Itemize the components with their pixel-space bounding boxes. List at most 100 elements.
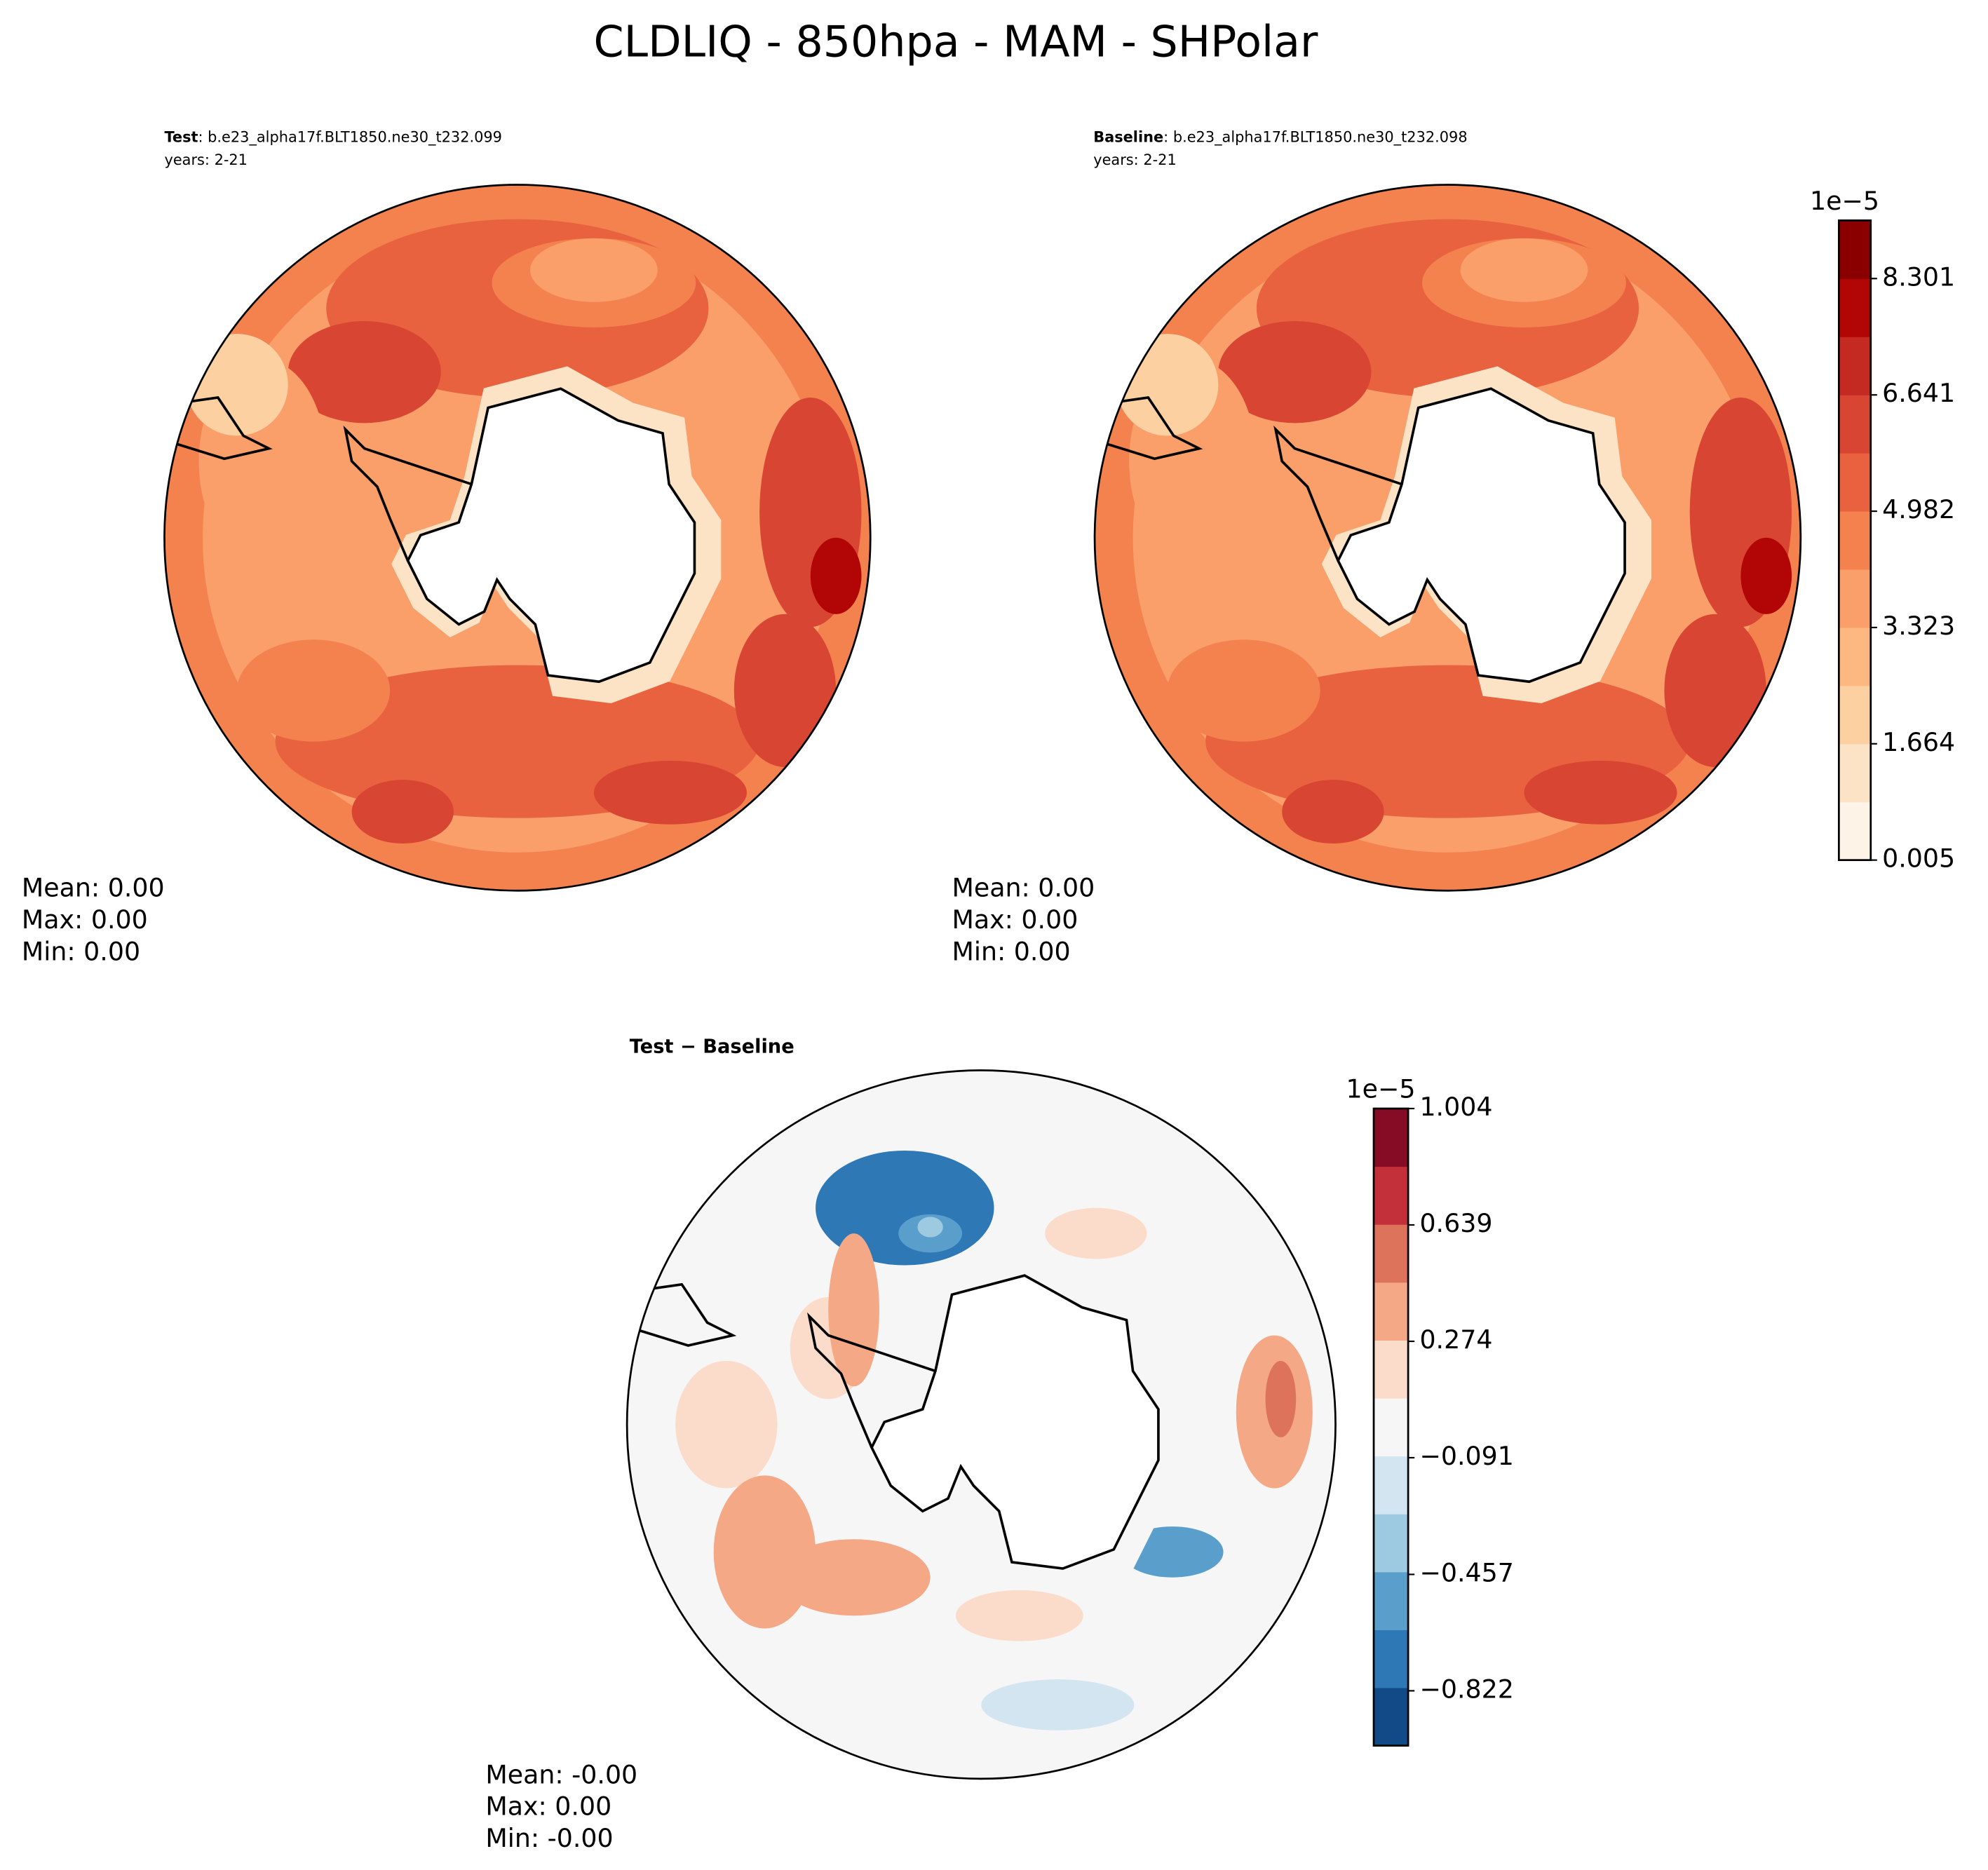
south-america (634, 1282, 737, 1347)
colorbar-band (1374, 1166, 1409, 1225)
colorbar-tick-label: 8.301 (1882, 262, 1955, 292)
colorbar-tick-label: 1.664 (1882, 727, 1955, 757)
colorbar-band (1374, 1456, 1409, 1515)
colorbar-tick-label: −0.822 (1419, 1674, 1513, 1704)
contour-patch (1045, 1207, 1147, 1259)
colorbar-frame (1372, 1107, 1409, 1747)
south-america (170, 396, 273, 461)
colorbar-tick-label: 3.323 (1882, 611, 1955, 641)
contour-patch (288, 320, 441, 424)
panel-label: Test − Baseline (630, 1036, 794, 1057)
contour-patch (1116, 334, 1219, 436)
colorbar-band (1839, 278, 1871, 337)
map-panel: Baseline: b.e23_alpha17f.BLT1850.ne30_t2… (952, 128, 1802, 966)
contour-patch (777, 1539, 931, 1616)
panel-label: Baseline (1093, 128, 1163, 145)
contour-patch (810, 537, 862, 614)
peninsula (807, 1312, 936, 1449)
colorbar-tick-label: 0.639 (1419, 1208, 1492, 1238)
colorbar-band (1374, 1109, 1409, 1167)
panel-stat: Max: 0.00 (485, 1791, 611, 1822)
contour-patch (733, 614, 837, 767)
panel-stat: Min: 0.00 (952, 936, 1071, 966)
contour-patch (593, 760, 747, 825)
contour-patch (1740, 537, 1792, 614)
contour-patch (981, 1679, 1135, 1730)
colorbar-band (1374, 1340, 1409, 1399)
panel-stat: Mean: 0.00 (952, 872, 1095, 902)
contour-field (1095, 184, 1801, 891)
colorbar-frame (1837, 219, 1872, 862)
antarctica (870, 1274, 1160, 1570)
panel-stat: Max: 0.00 (952, 904, 1078, 935)
contour-patch (237, 639, 391, 742)
colorbar-tick-label: 1.004 (1419, 1092, 1492, 1122)
contour-patch (1524, 760, 1677, 825)
panel-stat: Min: 0.00 (22, 936, 140, 966)
contour-field (164, 184, 871, 891)
case-name: : b.e23_alpha17f.BLT1850.ne30_t232.099 (198, 128, 501, 145)
panel-stat: Min: -0.00 (485, 1823, 613, 1853)
peninsula (343, 425, 473, 562)
colorbar-band (1374, 1282, 1409, 1341)
contour-patch (917, 1217, 943, 1238)
contour-patch (675, 1360, 778, 1489)
colorbar-band (1839, 627, 1871, 686)
colorbar-band (1839, 511, 1871, 570)
contour-patch (828, 1233, 879, 1387)
contour-patch (530, 238, 658, 302)
contour-patch (1218, 320, 1372, 424)
contour-patch (186, 334, 288, 436)
colorbar-tick-label: 6.641 (1882, 378, 1955, 408)
colorbar-tick-label: 4.982 (1882, 494, 1955, 524)
colorbar-tick-label: −0.091 (1419, 1441, 1513, 1471)
case-name: : b.e23_alpha17f.BLT1850.ne30_t232.098 (1163, 128, 1467, 145)
panel-stat: Mean: -0.00 (485, 1759, 637, 1789)
colorbar-band (1839, 743, 1871, 803)
contour-patch (1167, 639, 1320, 742)
colorbar-band (1374, 1571, 1409, 1630)
panel-stat: Max: 0.00 (22, 904, 148, 935)
colorbar-band (1839, 453, 1871, 512)
map-boundary (163, 184, 872, 892)
colorbar-band (1839, 801, 1871, 861)
contour-patch (955, 1590, 1083, 1641)
contour-patch (1265, 1360, 1297, 1437)
contour-patch (713, 1475, 816, 1629)
colorbar-band (1374, 1514, 1409, 1573)
south-america (1100, 396, 1203, 461)
colorbar-band (1374, 1398, 1409, 1457)
colorbar-band (1839, 685, 1871, 745)
colorbar-band (1839, 569, 1871, 628)
peninsula (1273, 425, 1402, 562)
contour-patch (1664, 614, 1766, 767)
panel-label: Test (164, 128, 198, 145)
antarctica (1337, 387, 1626, 684)
colorbar: 0.005 1.664 3.323 4.982 6.641 8.301 1e−5 (1810, 186, 1955, 874)
colorbar-band (1839, 395, 1871, 454)
colorbar-band (1374, 1688, 1409, 1747)
colorbar-band (1374, 1224, 1409, 1283)
colorbar-tick-label: 0.005 (1882, 843, 1955, 874)
figure-title: CLDLIQ - 850hpa - MAM - SHPolar (594, 17, 1318, 67)
panel-years: years: 2-21 (164, 151, 248, 168)
map-panel: Test: b.e23_alpha17f.BLT1850.ne30_t232.0… (22, 128, 872, 966)
colorbar: 1.004 0.639 0.274 −0.091 −0.457 −0.822 1e−5 (1346, 1074, 1514, 1747)
map-boundary (626, 1069, 1337, 1780)
panel-stat: Mean: 0.00 (22, 872, 165, 902)
colorbar-tick-label: −0.457 (1419, 1557, 1513, 1587)
colorbar-band (1839, 220, 1871, 279)
panel-header: Baseline: b.e23_alpha17f.BLT1850.ne30_t2… (1093, 128, 1467, 145)
panel-header: Test: b.e23_alpha17f.BLT1850.ne30_t232.0… (164, 128, 502, 145)
contour-patch (1282, 780, 1384, 844)
contour-patch (1460, 238, 1588, 302)
colorbar-band (1374, 1630, 1409, 1688)
colorbar-offset: 1e−5 (1810, 186, 1879, 216)
contour-patch (351, 780, 454, 844)
colorbar-offset: 1e−5 (1346, 1074, 1416, 1104)
colorbar-band (1839, 337, 1871, 395)
contour-field (627, 1070, 1336, 1779)
colorbar-tick-label: 0.274 (1419, 1324, 1492, 1355)
